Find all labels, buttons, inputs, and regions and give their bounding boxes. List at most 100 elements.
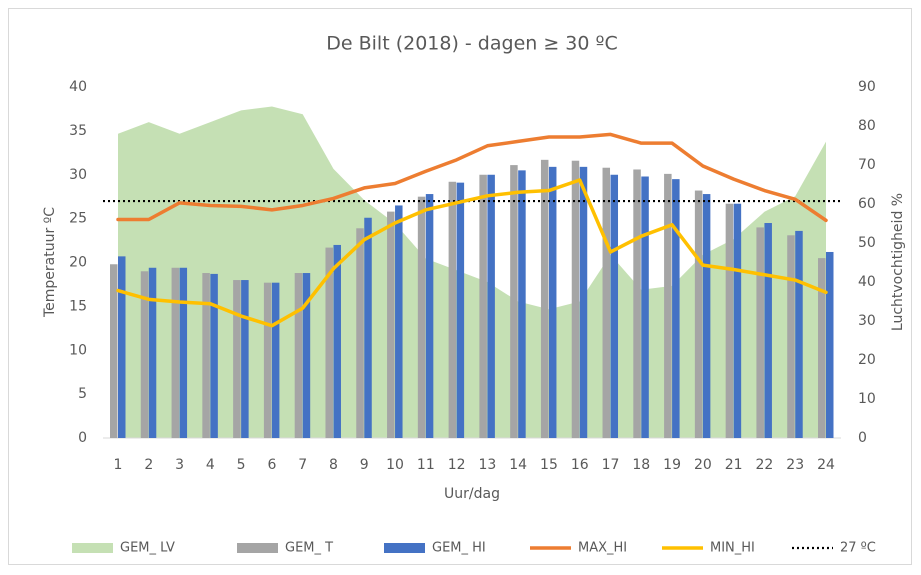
bar — [818, 258, 826, 438]
y2-tick-label: 30 — [858, 313, 876, 329]
bar — [456, 182, 465, 438]
bar — [826, 251, 834, 438]
bar — [387, 211, 395, 438]
bar — [241, 280, 249, 438]
bar — [171, 267, 180, 438]
bar — [672, 179, 680, 438]
x-tick-label: 10 — [386, 457, 404, 473]
y2-tick-label: 0 — [858, 430, 867, 446]
bar — [118, 256, 126, 438]
x-tick-label: 6 — [267, 457, 276, 473]
y-tick-label: 25 — [69, 211, 87, 227]
x-tick-label: 9 — [360, 457, 369, 473]
y2-axis-label: Luchtvochtigheid % — [890, 193, 906, 331]
bar — [633, 169, 641, 439]
y-tick-label: 15 — [69, 298, 87, 314]
x-tick-label: 24 — [817, 457, 835, 473]
bar — [795, 230, 803, 438]
bar — [417, 196, 426, 438]
bar — [294, 273, 303, 438]
line — [116, 178, 828, 328]
legend-label: GEM_ LV — [120, 541, 175, 556]
bar — [756, 227, 764, 438]
x-tick-label: 15 — [540, 457, 558, 473]
y2-tick-label: 90 — [858, 79, 876, 95]
x-tick-label: 16 — [571, 457, 589, 473]
y2-tick-label: 70 — [858, 157, 876, 173]
bar — [764, 223, 772, 438]
x-tick-label: 12 — [448, 457, 466, 473]
x-tick-label: 14 — [509, 457, 527, 473]
legend-label: MIN_HI — [710, 541, 755, 556]
y2-tick-label: 10 — [858, 391, 876, 407]
bar — [448, 181, 457, 438]
y-tick-label: 10 — [69, 342, 87, 358]
y2-tick-label: 50 — [858, 235, 876, 251]
chart-title: De Bilt (2018) - dagen ≥ 30 ºC — [326, 33, 618, 55]
y2-tick-label: 60 — [858, 196, 876, 212]
bar — [425, 194, 434, 438]
x-tick-label: 23 — [786, 457, 804, 473]
x-tick-label: 13 — [478, 457, 496, 473]
x-axis-label: Uur/dag — [444, 486, 500, 502]
x-tick-label: 3 — [175, 457, 184, 473]
legend-label: 27 ºC — [840, 541, 876, 556]
bar — [333, 244, 341, 438]
bar — [325, 247, 333, 438]
bar — [479, 174, 487, 438]
y-tick-label: 40 — [69, 79, 87, 95]
y-tick-label: 5 — [78, 386, 87, 402]
y-tick-label: 0 — [78, 430, 87, 446]
y-tick-label: 30 — [69, 167, 87, 183]
legend-label: MAX_HI — [578, 541, 627, 556]
legend-swatch — [237, 543, 278, 553]
bar — [179, 267, 188, 438]
bar — [148, 267, 157, 438]
bar — [510, 165, 518, 438]
x-tick-label: 11 — [417, 457, 435, 473]
bar — [664, 173, 672, 438]
x-tick-label: 2 — [144, 457, 153, 473]
x-tick-label: 5 — [237, 457, 246, 473]
bar — [571, 160, 580, 438]
bar — [364, 217, 372, 438]
x-tick-label: 22 — [756, 457, 774, 473]
x-tick-label: 4 — [206, 457, 215, 473]
bar — [302, 273, 311, 438]
bar — [202, 273, 210, 438]
legend-label: GEM_ T — [285, 541, 333, 556]
bar — [271, 282, 280, 438]
bar — [641, 176, 649, 438]
x-tick-label: 8 — [329, 457, 338, 473]
x-tick-label: 18 — [632, 457, 650, 473]
bar — [356, 228, 364, 438]
bar — [579, 166, 588, 439]
x-tick-label: 20 — [694, 457, 712, 473]
bar — [263, 282, 272, 438]
bar — [110, 264, 118, 438]
y2-tick-label: 20 — [858, 352, 876, 368]
bar — [548, 166, 557, 439]
legend-label: GEM_ HI — [432, 541, 486, 556]
bar — [395, 205, 403, 438]
bar — [140, 271, 149, 438]
x-tick-label: 17 — [602, 457, 620, 473]
y2-tick-label: 40 — [858, 274, 876, 290]
legend-swatch — [72, 543, 113, 553]
bar — [518, 170, 526, 439]
x-tick-label: 19 — [663, 457, 681, 473]
legend-swatch — [384, 543, 425, 553]
bar — [233, 280, 241, 438]
bar — [725, 203, 734, 438]
bar — [602, 167, 611, 439]
bar — [733, 203, 742, 438]
y-tick-label: 35 — [69, 123, 87, 139]
bar — [487, 174, 495, 438]
x-tick-label: 1 — [114, 457, 123, 473]
bar — [540, 159, 549, 438]
line — [116, 132, 828, 223]
bar — [694, 190, 703, 438]
y-tick-label: 20 — [69, 255, 87, 271]
bar — [210, 273, 218, 438]
